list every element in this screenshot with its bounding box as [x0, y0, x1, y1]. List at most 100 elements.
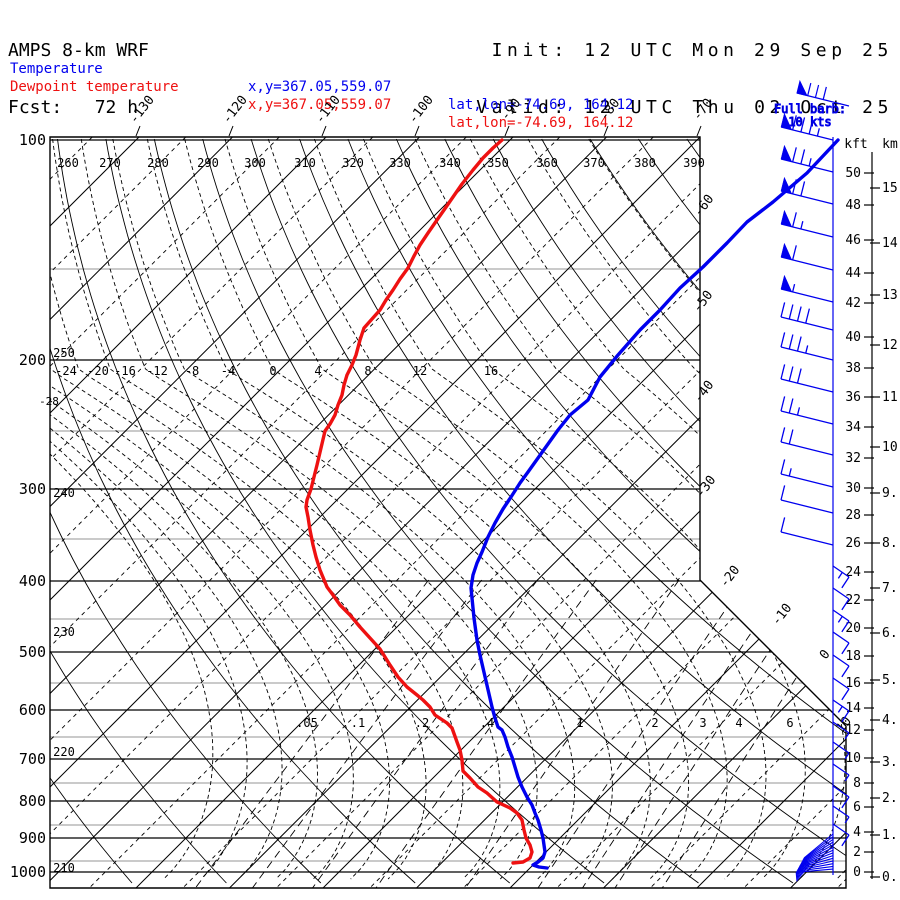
svg-text:-130: -130 [127, 93, 158, 127]
svg-text:1000: 1000 [10, 863, 46, 881]
temperature-legend-row: Temperature x,y=367.05,559.07 lat,lon=-7… [10, 42, 633, 113]
svg-text:250: 250 [53, 346, 75, 360]
svg-text:4: 4 [853, 825, 861, 840]
svg-text:28: 28 [845, 508, 861, 523]
svg-text:1.: 1. [882, 828, 898, 843]
dewpoint-latlon: lat,lon=-74.69, 164.12 [448, 115, 634, 131]
dewpoint-grid-coords: x,y=367.05,559.07 [248, 97, 392, 113]
dry-adiabats [50, 138, 846, 884]
svg-text:-20: -20 [87, 364, 109, 378]
svg-text:370: 370 [583, 156, 605, 170]
header-right: Init: 12 UTC Mon 29 Sep 25 Valid: 12 UTC… [476, 3, 893, 155]
svg-text:380: 380 [634, 156, 656, 170]
svg-text:3.: 3. [882, 755, 898, 770]
svg-text:2.: 2. [882, 791, 898, 806]
temperature-latlon: lat,lon=-74.69, 164.12 [448, 97, 634, 113]
svg-text:16: 16 [845, 676, 861, 691]
svg-text:14: 14 [845, 701, 861, 716]
svg-text:340: 340 [439, 156, 461, 170]
isobars [50, 139, 846, 873]
svg-text:10.: 10. [882, 440, 900, 455]
svg-text:50: 50 [845, 166, 861, 181]
svg-text:-12: -12 [146, 364, 168, 378]
altitude-axis: kft km50484644424038363432302826242220181… [844, 137, 900, 885]
isotherms [50, 137, 846, 888]
svg-text:-60: -60 [691, 192, 717, 220]
svg-text:34: 34 [845, 420, 861, 435]
svg-text:12.: 12. [882, 338, 900, 353]
dewpoint-label: Dewpoint temperature [10, 79, 179, 95]
svg-text:210: 210 [53, 861, 75, 875]
svg-text:14.: 14. [882, 236, 900, 251]
svg-text:700: 700 [19, 750, 46, 768]
svg-text:.1: .1 [351, 716, 365, 730]
svg-text:.05: .05 [296, 716, 318, 730]
svg-text:260: 260 [57, 156, 79, 170]
init-time: Init: 12 UTC Mon 29 Sep 25 [491, 40, 893, 61]
svg-text:-20: -20 [717, 563, 743, 591]
svg-text:220: 220 [53, 745, 75, 759]
svg-text:6: 6 [853, 800, 861, 815]
svg-text:kft: kft [844, 137, 867, 152]
svg-text:240: 240 [53, 486, 75, 500]
svg-text:290: 290 [197, 156, 219, 170]
svg-text:48: 48 [845, 198, 861, 213]
svg-text:.2: .2 [415, 716, 429, 730]
svg-text:24: 24 [845, 565, 861, 580]
svg-text:200: 200 [19, 351, 46, 369]
plot-border [49, 136, 847, 889]
svg-text:36: 36 [845, 390, 861, 405]
svg-text:10: 10 [845, 751, 861, 766]
svg-text:6.: 6. [882, 626, 898, 641]
header-left: AMPS 8-km WRF Fcst: 72 h [8, 3, 149, 155]
curve-legend: Temperature x,y=367.05,559.07 lat,lon=-7… [10, 42, 633, 131]
svg-text:4.: 4. [882, 713, 898, 728]
svg-text:16: 16 [484, 364, 498, 378]
svg-text:-100: -100 [406, 93, 437, 127]
svg-text:4: 4 [314, 364, 321, 378]
svg-text:10 kts: 10 kts [788, 115, 831, 129]
svg-text:6: 6 [786, 716, 793, 730]
svg-text:230: 230 [53, 625, 75, 639]
svg-text:-24: -24 [55, 364, 77, 378]
svg-text:-80: -80 [597, 96, 623, 124]
svg-text:350: 350 [487, 156, 509, 170]
temperature-curve [469, 138, 840, 870]
svg-text:9.: 9. [882, 486, 898, 501]
mixing-ratio-lines [195, 579, 846, 888]
svg-text:30: 30 [845, 481, 861, 496]
svg-text:-40: -40 [691, 378, 717, 406]
svg-text:8: 8 [364, 364, 371, 378]
svg-text:0.: 0. [882, 870, 898, 885]
model-title: AMPS 8-km WRF [8, 40, 149, 61]
svg-text:42: 42 [845, 296, 861, 311]
svg-text:1: 1 [576, 716, 583, 730]
svg-text:12: 12 [845, 723, 861, 738]
svg-text:12: 12 [413, 364, 427, 378]
svg-text:360: 360 [536, 156, 558, 170]
svg-text:8.: 8. [882, 536, 898, 551]
svg-text:600: 600 [19, 701, 46, 719]
svg-text:390: 390 [683, 156, 705, 170]
temperature-label: Temperature [10, 61, 103, 77]
svg-text:310: 310 [294, 156, 316, 170]
svg-text:-90: -90 [498, 96, 524, 124]
svg-text:8: 8 [853, 776, 861, 791]
svg-text:280: 280 [147, 156, 169, 170]
svg-text:100: 100 [19, 131, 46, 149]
svg-text:7.: 7. [882, 581, 898, 596]
svg-text:400: 400 [19, 572, 46, 590]
svg-text:32: 32 [845, 451, 861, 466]
svg-text:300: 300 [19, 480, 46, 498]
barb-scale-legend: Full barb:10 kts [773, 79, 850, 130]
svg-text:-50: -50 [690, 288, 716, 316]
svg-text:330: 330 [389, 156, 411, 170]
dewpoint-curve [304, 138, 534, 865]
svg-text:44: 44 [845, 266, 861, 281]
svg-text:km: km [882, 137, 898, 152]
svg-text:18: 18 [845, 649, 861, 664]
svg-text:13.: 13. [882, 288, 900, 303]
svg-text:900: 900 [19, 829, 46, 847]
svg-text:46: 46 [845, 233, 861, 248]
